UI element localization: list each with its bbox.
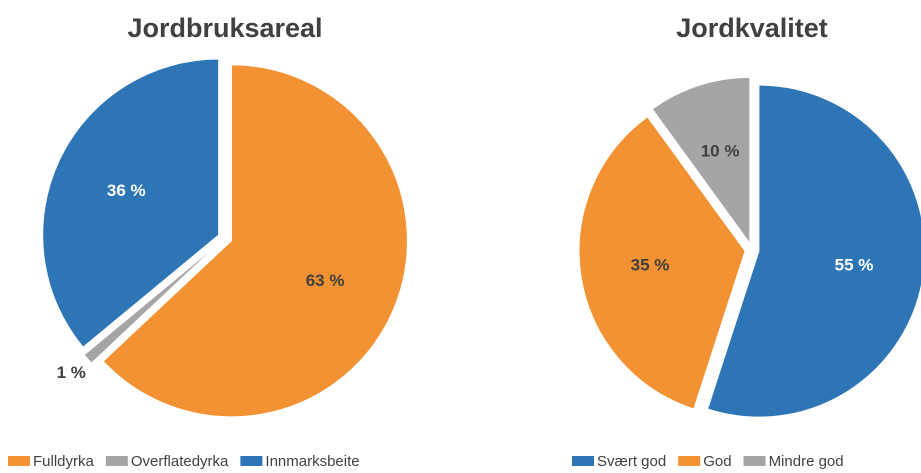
legend-label: Svært god: [597, 453, 666, 470]
legend-label: Innmarksbeite: [265, 453, 359, 470]
chart-title: Jordbruksareal: [127, 13, 322, 43]
chart-title: Jordkvalitet: [676, 13, 828, 43]
pie-slice: [706, 84, 921, 418]
data-label: 1 %: [57, 363, 86, 382]
legend-label: Fulldyrka: [33, 453, 95, 470]
legend-label: Mindre god: [769, 453, 844, 470]
legend-swatch: [8, 456, 30, 466]
pie-slice: [102, 64, 408, 418]
data-label: 35 %: [631, 256, 670, 275]
legend-label: Overflatedyrka: [131, 453, 229, 470]
data-label: 10 %: [701, 141, 740, 160]
data-label: 55 %: [835, 256, 874, 275]
pie-slice: [83, 242, 221, 364]
data-label: 36 %: [107, 181, 146, 200]
legend-swatch: [105, 456, 128, 466]
pie-slice: [42, 58, 220, 348]
legend-label: God: [703, 453, 731, 470]
pie-slice: [578, 116, 746, 410]
pie-slice: [651, 76, 751, 245]
data-label: 63 %: [306, 271, 345, 290]
legend-swatch: [678, 456, 701, 466]
legend-swatch: [572, 456, 594, 466]
legend-swatch: [240, 456, 263, 466]
legend-swatch: [743, 456, 766, 466]
